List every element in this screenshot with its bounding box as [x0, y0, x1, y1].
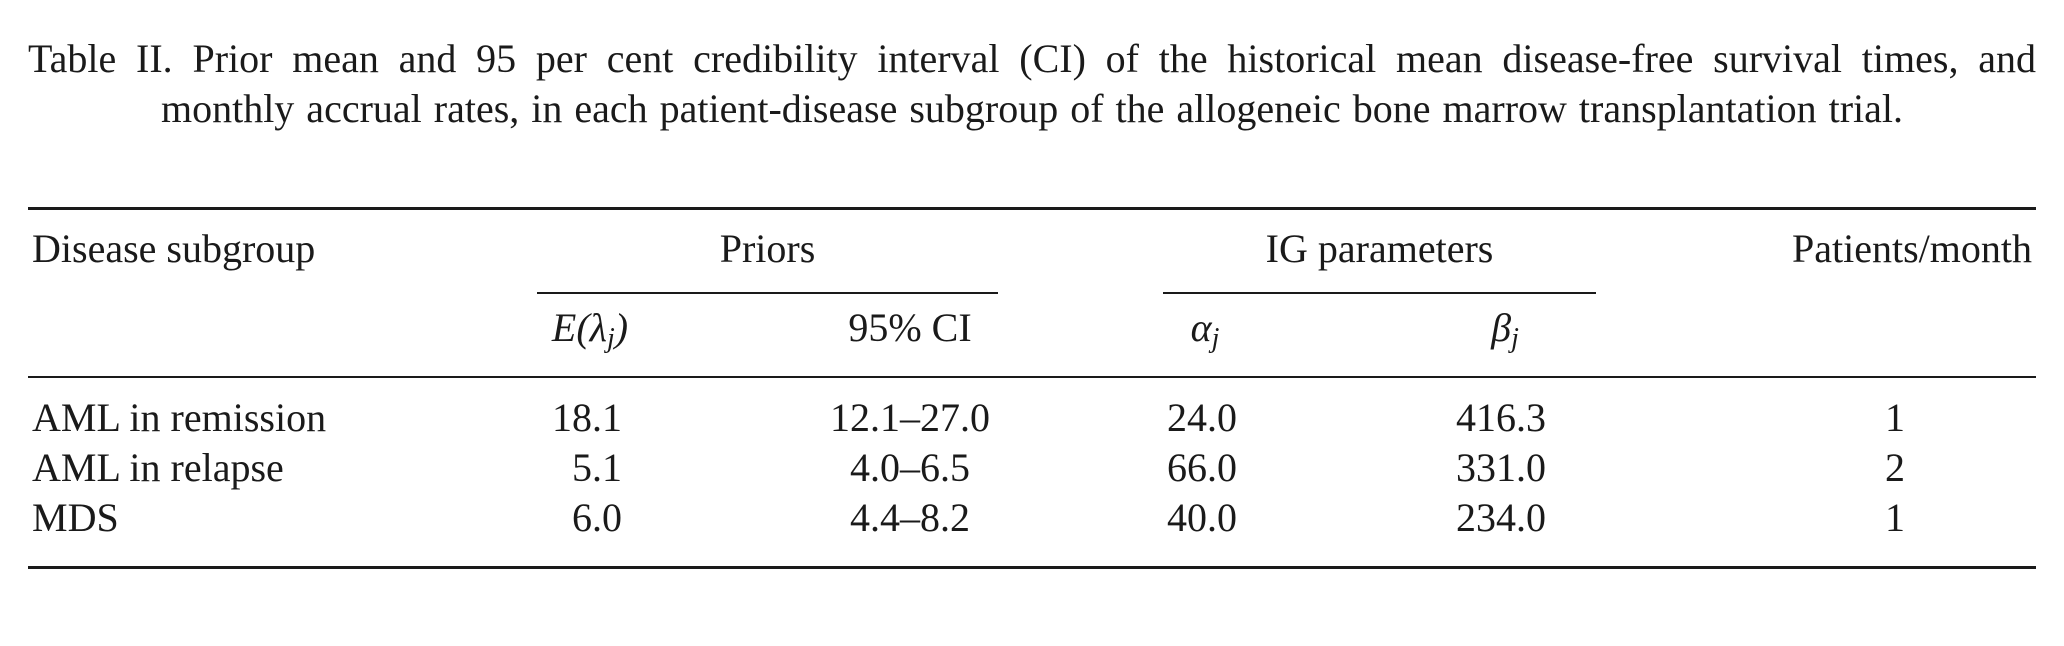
table-top-rule: [28, 207, 2036, 210]
table-cell-ci: 12.1–27.0: [830, 395, 990, 440]
table-cell-beta: 416.3: [1456, 395, 1546, 440]
table-cell-beta: 234.0: [1456, 495, 1546, 540]
header-patients-month: Patients/month: [1792, 226, 2032, 271]
header-95-ci: 95% CI: [848, 305, 972, 350]
table-cell-subgroup: AML in relapse: [32, 445, 284, 490]
header-alpha: αj: [1190, 305, 1220, 354]
table-header-rule: [28, 376, 2036, 378]
header-beta: βj: [1491, 305, 1519, 354]
table-cell-patients: 1: [1885, 495, 1905, 540]
table-cell-subgroup: AML in remission: [32, 395, 327, 440]
table-cell-patients: 2: [1885, 445, 1905, 490]
table-cell-alpha: 24.0: [1167, 395, 1237, 440]
table-cell-e-lambda: 5.1: [572, 445, 622, 490]
table-cell-alpha: 40.0: [1167, 495, 1237, 540]
header-ig-parameters: IG parameters: [1265, 226, 1494, 271]
header-e-lambda: E(λj): [551, 305, 629, 354]
table-cell-e-lambda: 18.1: [552, 395, 622, 440]
table-bottom-rule: [28, 566, 2036, 569]
table-cell-e-lambda: 6.0: [572, 495, 622, 540]
table-cell-alpha: 66.0: [1167, 445, 1237, 490]
ig-subrule: [1163, 292, 1596, 294]
table-cell-subgroup: MDS: [32, 495, 119, 540]
table-cell-patients: 1: [1885, 395, 1905, 440]
priors-subrule: [537, 292, 998, 294]
table-caption: Table II. Prior mean and 95 per cent cre…: [28, 36, 2036, 131]
table-cell-ci: 4.4–8.2: [850, 495, 970, 540]
header-disease-subgroup: Disease subgroup: [32, 226, 316, 271]
table-cell-ci: 4.0–6.5: [850, 445, 970, 490]
table-cell-beta: 331.0: [1456, 445, 1546, 490]
header-priors: Priors: [719, 226, 816, 271]
